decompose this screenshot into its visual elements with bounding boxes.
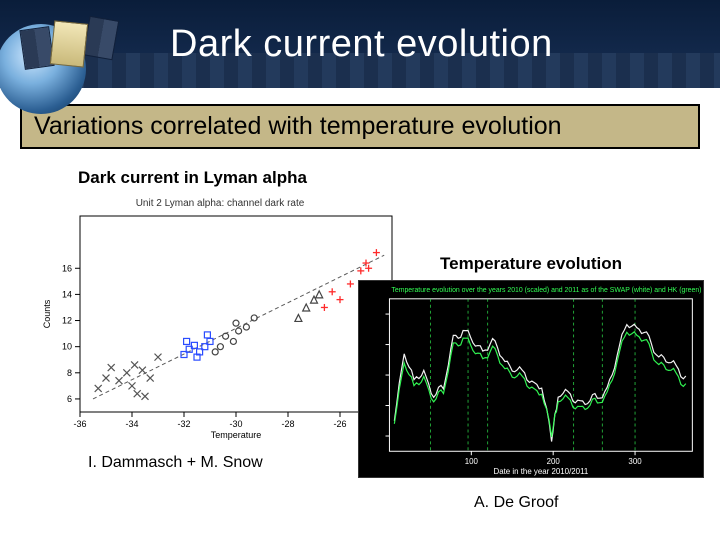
svg-text:10: 10: [62, 342, 72, 352]
svg-text:-28: -28: [281, 419, 294, 429]
svg-text:200: 200: [547, 457, 561, 466]
scatter-chart-label: Dark current in Lyman alpha: [78, 168, 307, 188]
title-band: Dark current evolution: [0, 0, 720, 88]
svg-text:Unit 2 Lyman alpha: channel da: Unit 2 Lyman alpha: channel dark rate: [136, 198, 305, 209]
svg-text:12: 12: [62, 316, 72, 326]
svg-text:-36: -36: [73, 419, 86, 429]
svg-text:Temperature evolution over the: Temperature evolution over the years 201…: [391, 287, 704, 294]
subtitle-banner: Variations correlated with temperature e…: [20, 104, 700, 149]
svg-text:-32: -32: [177, 419, 190, 429]
satellite-icon: [6, 4, 126, 84]
svg-text:16: 16: [62, 263, 72, 273]
svg-text:Date in the year 2010/2011: Date in the year 2010/2011: [493, 467, 588, 476]
credit-scatter: I. Dammasch + M. Snow: [84, 452, 267, 474]
credit-temperature: A. De Groof: [474, 494, 558, 512]
svg-text:8: 8: [67, 368, 72, 378]
svg-text:14: 14: [62, 289, 72, 299]
svg-text:100: 100: [465, 457, 479, 466]
svg-text:-30: -30: [229, 419, 242, 429]
svg-text:Temperature: Temperature: [211, 430, 262, 440]
temperature-chart: Temperature evolution over the years 201…: [358, 280, 704, 478]
svg-text:-34: -34: [125, 419, 138, 429]
page-title: Dark current evolution: [170, 23, 553, 66]
scatter-chart: Unit 2 Lyman alpha: channel dark rate -36…: [38, 194, 402, 442]
svg-text:300: 300: [628, 457, 642, 466]
svg-text:6: 6: [67, 394, 72, 404]
svg-text:-26: -26: [333, 419, 346, 429]
svg-text:Counts: Counts: [42, 299, 52, 328]
temperature-chart-label: Temperature evolution: [440, 254, 622, 274]
